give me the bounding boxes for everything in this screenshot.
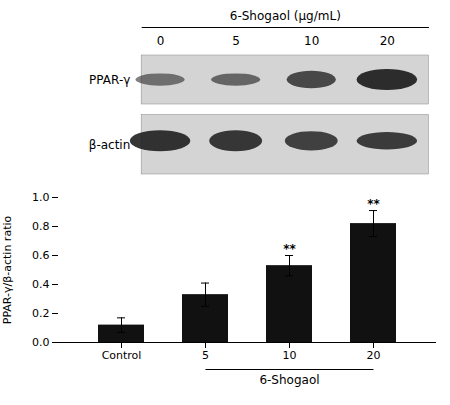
svg-text:PPAR-γ/β-actin ratio: PPAR-γ/β-actin ratio	[1, 216, 14, 325]
svg-text:**: **	[283, 242, 296, 256]
svg-text:β-actin: β-actin	[89, 138, 131, 152]
svg-text:6-Shogaol (μg/mL): 6-Shogaol (μg/mL)	[230, 9, 341, 23]
svg-text:6-Shogaol: 6-Shogaol	[259, 373, 319, 387]
svg-text:0.4: 0.4	[32, 278, 50, 291]
svg-text:0.0: 0.0	[32, 336, 50, 349]
svg-text:5: 5	[232, 34, 240, 48]
svg-text:20: 20	[367, 349, 381, 362]
svg-text:PPAR-γ: PPAR-γ	[89, 73, 130, 87]
svg-text:0.2: 0.2	[32, 307, 50, 320]
svg-text:1.0: 1.0	[32, 191, 50, 204]
svg-text:0: 0	[157, 34, 165, 48]
svg-text:20: 20	[380, 34, 395, 48]
svg-text:0.8: 0.8	[32, 220, 50, 233]
svg-text:10: 10	[304, 34, 319, 48]
svg-text:**: **	[367, 197, 380, 211]
svg-text:Control: Control	[102, 349, 142, 362]
svg-text:10: 10	[283, 349, 297, 362]
svg-text:5: 5	[202, 349, 209, 362]
svg-text:0.6: 0.6	[32, 249, 50, 262]
